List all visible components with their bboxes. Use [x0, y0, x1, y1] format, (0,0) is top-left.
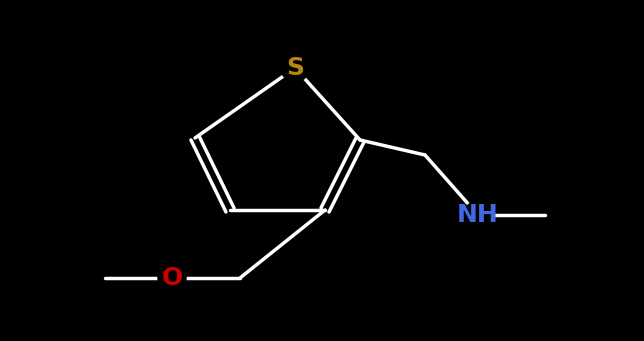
Circle shape	[464, 201, 492, 229]
Text: NH: NH	[457, 203, 499, 227]
Circle shape	[281, 54, 309, 82]
Text: O: O	[162, 266, 183, 290]
Text: S: S	[286, 56, 304, 80]
Circle shape	[158, 264, 186, 292]
